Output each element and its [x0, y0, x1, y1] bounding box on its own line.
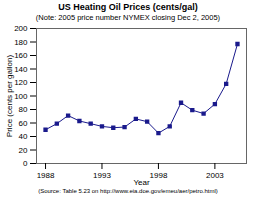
svg-text:180: 180 — [14, 38, 28, 47]
svg-text:60: 60 — [19, 119, 28, 128]
svg-text:1993: 1993 — [93, 171, 111, 180]
svg-text:20: 20 — [19, 146, 28, 155]
svg-text:80: 80 — [19, 105, 28, 114]
svg-text:160: 160 — [14, 51, 28, 60]
svg-text:140: 140 — [14, 65, 28, 74]
svg-text:100: 100 — [14, 92, 28, 101]
html-text:(Source: Table 5.23 on http://: (Source: Table 5.23 on http://www.eia.do… — [38, 188, 218, 194]
svg-text:0: 0 — [23, 159, 28, 168]
svg-text:120: 120 — [14, 78, 28, 87]
svg-text:2003: 2003 — [206, 171, 224, 180]
svg-text:Price (cents per gallon): Price (cents per gallon) — [5, 55, 14, 138]
html-text:US Heating Oil Prices (cents/g: US Heating Oil Prices (cents/gal) — [58, 2, 198, 12]
svg-text:1988: 1988 — [37, 171, 55, 180]
svg-text:Year: Year — [133, 178, 150, 187]
svg-text:1998: 1998 — [150, 171, 168, 180]
svg-text:200: 200 — [14, 24, 28, 33]
html-text:(Note: 2005 price number NYMEX: (Note: 2005 price number NYMEX closing D… — [35, 13, 221, 22]
svg-text:40: 40 — [19, 132, 28, 141]
